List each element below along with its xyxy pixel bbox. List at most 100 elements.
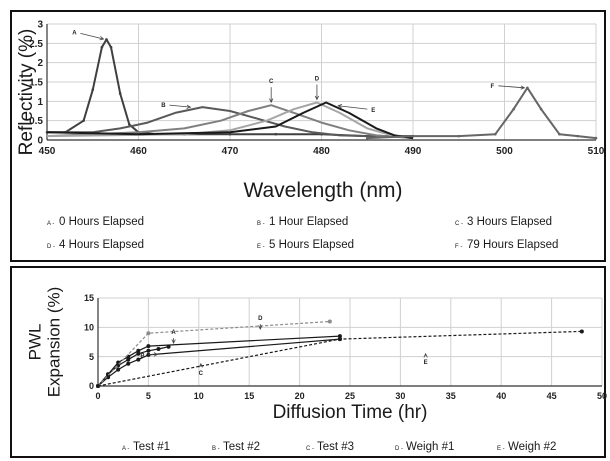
y-axis-title: PWLExpansion (%)	[26, 287, 64, 398]
data-point-b	[106, 372, 111, 377]
annotation-label-c: C	[269, 79, 274, 85]
annotation-label-e: E	[371, 108, 375, 114]
y-axis-title-line: Reflectivity (%)	[16, 29, 37, 156]
annotation-arrowhead-b	[186, 104, 192, 109]
data-point-b	[166, 344, 171, 349]
annotation-label-b: B	[140, 354, 145, 360]
data-point-a	[82, 119, 85, 122]
annotation-arrowhead-c	[198, 362, 203, 368]
legend-key-e: E -	[497, 446, 505, 452]
annotation-label-a: A	[72, 30, 77, 36]
legend-label-f: 79 Hours Elapsed	[467, 239, 558, 251]
x-tick-label: 470	[222, 146, 239, 157]
annotation-arrowhead-a	[99, 36, 105, 41]
x-tick-label: 10	[194, 391, 204, 401]
legend-label-d: Weigh #1	[406, 441, 454, 453]
data-point-d	[327, 319, 332, 324]
x-axis-title: Diffusion Time (hr)	[273, 402, 428, 423]
y-tick-label: 2	[37, 58, 43, 69]
x-tick-label: 490	[405, 146, 422, 157]
annotation-arrowhead-c	[269, 98, 274, 104]
x-tick-label: 5	[146, 391, 151, 401]
x-tick-label: 15	[244, 391, 254, 401]
annotation-label-a: A	[171, 330, 176, 336]
data-point-e	[337, 337, 342, 342]
data-point-d	[146, 331, 151, 336]
expansion-chart-panel: 0 5 10 15 20 25 30 35 40 45 50 0 5 10 15 Diffusion Time…	[10, 266, 607, 458]
legend-key-d: D -	[395, 446, 403, 452]
x-tick-label: 450	[39, 146, 56, 157]
y-axis-title: Reflectivity (%)	[16, 29, 37, 156]
data-point-a	[118, 92, 122, 95]
data-point-c	[106, 375, 111, 380]
data-point-a	[136, 348, 141, 353]
data-point-a	[128, 123, 131, 126]
y-tick-label: 5	[89, 352, 94, 362]
data-point-a	[91, 88, 95, 92]
y-tick-label: 0	[89, 381, 94, 391]
data-point-a	[274, 132, 278, 136]
annotation-label-b: B	[161, 103, 166, 109]
data-point-f	[526, 86, 529, 90]
data-point-f	[365, 136, 369, 140]
y-tick-label: 2.5	[29, 39, 43, 50]
x-tick-label: 460	[130, 146, 147, 157]
legend-label-b: Test #2	[223, 441, 260, 453]
annotation-label-c: C	[199, 371, 204, 377]
data-point-f	[494, 132, 497, 136]
series-line-e	[46, 101, 414, 140]
data-point-f	[594, 136, 598, 140]
y-tick-label: 3	[37, 20, 43, 31]
x-tick-label: 35	[446, 391, 456, 401]
data-point-e	[96, 384, 100, 388]
legend-key-b: B -	[212, 446, 220, 452]
series-line-f	[367, 86, 597, 140]
annotation-arrowhead-f	[520, 85, 526, 90]
annotation-arrow-f	[498, 85, 525, 89]
legend-key-e: E -	[257, 244, 265, 250]
annotation-label-f: F	[491, 84, 495, 90]
y-tick-label: 10	[84, 322, 94, 332]
legend-label-e: Weigh #2	[508, 441, 556, 453]
data-point-a	[146, 344, 151, 349]
x-tick-label: 480	[313, 146, 330, 157]
annotation-label-d: D	[258, 316, 263, 322]
annotation-arrowhead-d	[258, 325, 263, 330]
data-point-f	[539, 107, 543, 111]
data-point-c	[146, 352, 151, 357]
y-tick-label: 1.5	[29, 78, 43, 89]
annotation-arrowhead-b	[153, 352, 159, 357]
data-point-a	[100, 45, 104, 49]
data-point-a	[337, 334, 342, 339]
annotation-arrowhead-e	[423, 352, 428, 358]
legend-key-f: F -	[455, 244, 462, 250]
y-axis-title-line: PWL	[26, 324, 45, 361]
data-point-b	[156, 347, 161, 352]
y-tick-label: 1	[37, 97, 43, 108]
x-tick-label: 500	[496, 146, 513, 157]
annotation-arrow-b	[169, 104, 191, 108]
x-tick-label: 510	[588, 146, 605, 157]
legend-key-c: C -	[306, 446, 314, 452]
x-tick-label: 25	[345, 391, 355, 401]
y-tick-label: 15	[84, 293, 94, 303]
legend-key-c: C -	[455, 221, 463, 227]
data-point-a	[105, 38, 108, 41]
x-tick-label: 40	[496, 391, 506, 401]
annotation-arrowhead-e	[337, 104, 343, 109]
legend-label-c: 3 Hours Elapsed	[467, 216, 552, 228]
data-point-b	[136, 351, 141, 356]
legend-key-a: A -	[47, 221, 54, 227]
data-point-b	[146, 348, 151, 353]
data-point-f	[576, 134, 579, 138]
data-point-e	[579, 329, 584, 334]
x-tick-label: 20	[295, 391, 305, 401]
annotation-arrowhead-a	[171, 339, 176, 345]
series-line-b	[97, 346, 169, 387]
legend-label-d: 4 Hours Elapsed	[59, 239, 144, 251]
data-point-b	[126, 357, 131, 362]
annotation-label-e: E	[424, 360, 428, 366]
reflectivity-chart-panel: 450 460 470 480 490 500 510 0 0.5 1 1.5 2 2.5 3 Wavele…	[10, 10, 606, 262]
data-point-f	[558, 132, 561, 136]
legend-key-a: A -	[122, 446, 129, 452]
